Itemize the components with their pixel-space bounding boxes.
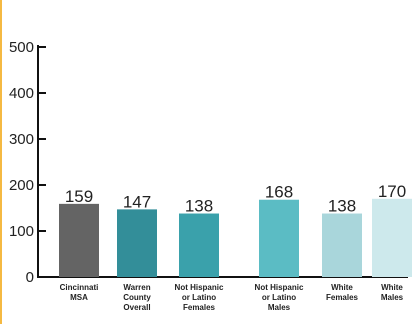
bar-value-label: 170 xyxy=(378,182,406,201)
y-tick-label: 500 xyxy=(9,39,34,56)
x-category-label: Not Hispanic or Latino Females xyxy=(175,283,224,312)
bars-group xyxy=(59,198,412,277)
y-tick-label: 300 xyxy=(9,131,34,148)
y-tick-label: 400 xyxy=(9,85,34,102)
left-edge-accent xyxy=(0,0,2,324)
x-category-label: Warren County Overall xyxy=(123,283,151,312)
category-labels-group: Cincinnati MSA Warren County Overall Not Hisp… xyxy=(60,283,404,312)
bar-value-label: 168 xyxy=(265,183,293,202)
y-tick-label: 200 xyxy=(9,177,34,194)
x-category-label: White Females xyxy=(326,283,359,302)
bar xyxy=(59,203,99,277)
x-category-label: Cincinnati MSA xyxy=(60,283,99,302)
bar xyxy=(179,213,219,277)
bar xyxy=(322,213,362,277)
y-axis-ticks: 0 100 200 300 400 500 xyxy=(9,39,46,286)
x-category-label: Not Hispanic or Latino Males xyxy=(255,283,304,312)
y-tick-label: 100 xyxy=(9,223,34,240)
bar-value-label: 147 xyxy=(123,192,151,211)
value-labels-group: 159 147 138 168 138 170 xyxy=(65,182,406,216)
bar xyxy=(259,199,299,277)
bar xyxy=(117,209,157,277)
x-category-label: White Males xyxy=(381,283,404,302)
bar-value-label: 138 xyxy=(328,197,356,216)
bar-value-label: 159 xyxy=(65,187,93,206)
y-tick-label: 0 xyxy=(26,269,34,286)
bar xyxy=(372,198,412,277)
bar-value-label: 138 xyxy=(185,197,213,216)
